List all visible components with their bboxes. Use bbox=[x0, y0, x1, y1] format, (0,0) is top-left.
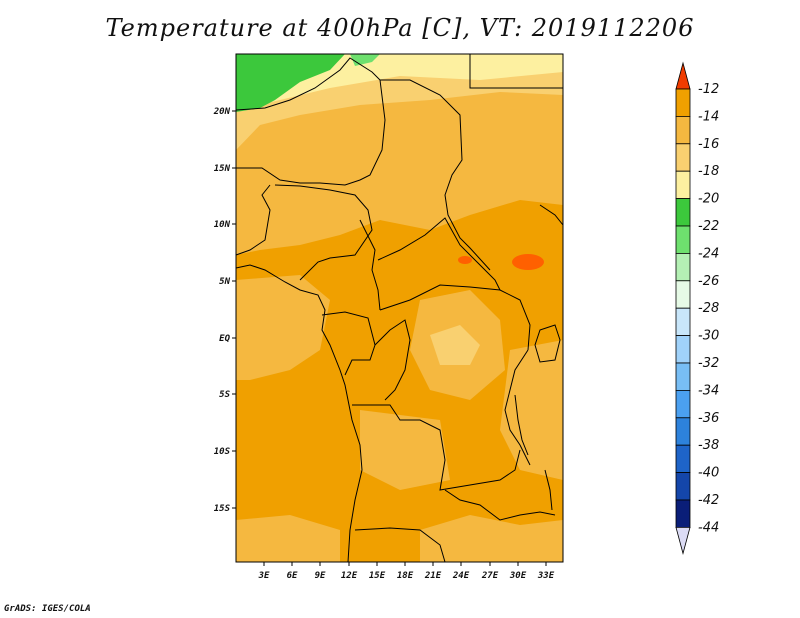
border-coast-west bbox=[235, 264, 363, 563]
colorbar-swatch bbox=[675, 417, 691, 446]
field-orange-southeast bbox=[420, 515, 563, 562]
temperature-field bbox=[236, 54, 563, 562]
lon-label: 6E bbox=[287, 571, 298, 581]
lat-label: 5N bbox=[219, 277, 230, 287]
lat-label: 15N bbox=[214, 164, 231, 174]
colorbar-label: -38 bbox=[698, 438, 719, 453]
field-green-north bbox=[236, 54, 345, 112]
field-red-spot-center bbox=[458, 256, 472, 264]
lat-label: 5S bbox=[219, 390, 230, 400]
border-north-2 bbox=[380, 79, 491, 271]
colorbar-swatch bbox=[675, 389, 691, 419]
lon-label: 21E bbox=[424, 571, 442, 581]
colorbar-label: -32 bbox=[698, 356, 719, 371]
colorbar: -12 -14 -16 -18 -20 -22 -24 -26 -28 -30 -32 -34 -36 -… bbox=[675, 61, 719, 555]
border-lake-victoria bbox=[534, 324, 561, 363]
border-sahel bbox=[235, 184, 271, 256]
border-congo bbox=[374, 319, 411, 401]
field-orange-south bbox=[360, 410, 450, 490]
border-lake-tanganyika bbox=[514, 394, 529, 456]
lat-label: 10S bbox=[214, 447, 231, 457]
colorbar-label: -20 bbox=[698, 192, 719, 207]
colorbar-bottom-arrow bbox=[675, 527, 691, 555]
border-east-lakes bbox=[504, 349, 531, 466]
colorbar-swatch bbox=[675, 225, 691, 254]
longitude-labels: 3E 6E 9E 12E 15E 18E 21E 24E 27E 30E 33E bbox=[258, 571, 555, 581]
colorbar-swatch bbox=[675, 499, 691, 528]
lon-label: 24E bbox=[452, 571, 470, 581]
border-drc-north bbox=[379, 284, 531, 351]
lon-label: 18E bbox=[397, 571, 414, 581]
colorbar-label: -42 bbox=[698, 493, 719, 508]
colorbar-swatch bbox=[675, 472, 691, 501]
colorbar-label: -16 bbox=[698, 137, 719, 152]
longitude-ticks bbox=[263, 562, 547, 566]
lon-label: 27E bbox=[481, 571, 499, 581]
lon-label: 3E bbox=[258, 571, 270, 581]
latitude-labels: 20N 15N 10N 5N EQ 5S 10S 15S bbox=[213, 107, 231, 514]
lat-label: EQ bbox=[219, 334, 230, 344]
border-car bbox=[377, 217, 501, 291]
colorbar-swatch bbox=[675, 362, 691, 391]
colorbar-swatch bbox=[675, 280, 691, 309]
lon-label: 30E bbox=[509, 571, 527, 581]
lat-label: 10N bbox=[214, 220, 231, 230]
colorbar-label: -40 bbox=[698, 466, 719, 481]
colorbar-swatch bbox=[675, 143, 691, 172]
lon-label: 12E bbox=[341, 571, 358, 581]
border-cameroon bbox=[359, 219, 381, 311]
colorbar-swatch bbox=[675, 252, 691, 282]
colorbar-swatch bbox=[675, 335, 691, 364]
colorbar-label: -24 bbox=[698, 246, 719, 261]
colorbar-swatch bbox=[675, 88, 691, 117]
latitude-ticks bbox=[232, 110, 236, 509]
border-nigeria bbox=[274, 184, 373, 281]
colorbar-label: -30 bbox=[698, 329, 719, 344]
colorbar-swatch bbox=[675, 307, 691, 337]
colorbar-swatch bbox=[675, 170, 691, 199]
lat-label: 15S bbox=[214, 504, 231, 514]
colorbar-label: -18 bbox=[698, 164, 719, 179]
border-east bbox=[539, 204, 564, 226]
border-angola-south bbox=[354, 527, 446, 563]
colorbar-swatch bbox=[675, 116, 691, 145]
lon-label: 15E bbox=[369, 571, 386, 581]
map-frame bbox=[235, 53, 564, 563]
field-orange-west bbox=[236, 275, 330, 380]
colorbar-label: -22 bbox=[698, 219, 719, 234]
colorbar-swatch bbox=[675, 444, 691, 474]
colorbar-label: -36 bbox=[698, 411, 719, 426]
colorbar-swatch bbox=[675, 198, 691, 227]
border-north-1 bbox=[235, 57, 386, 186]
field-orange-east bbox=[500, 340, 563, 480]
colorbar-label: -26 bbox=[698, 274, 719, 289]
footer-credit: GrADS: IGES/COLA bbox=[4, 604, 91, 614]
lat-label: 20N bbox=[213, 107, 231, 117]
country-borders bbox=[235, 54, 564, 563]
colorbar-top-arrow bbox=[675, 61, 691, 90]
colorbar-label: -34 bbox=[698, 383, 719, 398]
border-zambia bbox=[444, 489, 556, 521]
colorbar-label: -14 bbox=[698, 109, 719, 124]
border-north-3 bbox=[469, 54, 563, 89]
field-orange-southwest bbox=[236, 515, 340, 562]
lon-label: 33E bbox=[537, 571, 555, 581]
lon-label: 9E bbox=[315, 571, 326, 581]
field-red-spot-east bbox=[512, 254, 544, 270]
field-light-orange-central bbox=[430, 325, 480, 365]
border-lake-malawi bbox=[544, 469, 553, 511]
colorbar-label: -44 bbox=[698, 520, 719, 535]
colorbar-label: -12 bbox=[698, 82, 719, 97]
border-drc-west bbox=[352, 404, 521, 491]
chart-title: Temperature at 400hPa [C], VT: 201911220… bbox=[105, 14, 695, 42]
colorbar-label: -28 bbox=[698, 301, 719, 316]
